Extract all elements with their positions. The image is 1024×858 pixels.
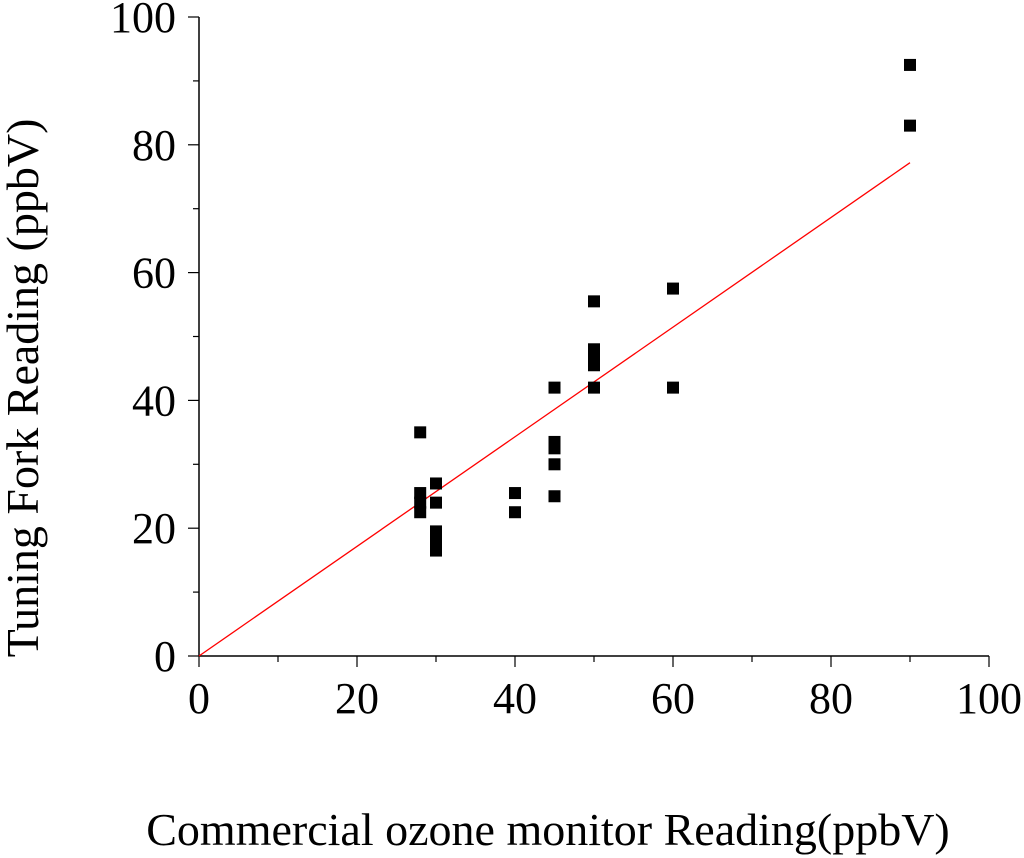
data-point: [430, 544, 442, 557]
fit-line-group: [198, 162, 911, 657]
data-point: [430, 525, 442, 538]
data-point: [588, 359, 600, 372]
y-tick-label: 0: [154, 632, 176, 681]
data-point: [667, 381, 679, 394]
data-point: [414, 426, 427, 439]
fit-line: [198, 162, 911, 657]
data-point: [414, 506, 427, 519]
y-tick-label: 80: [132, 121, 176, 170]
x-tick-label: 60: [651, 674, 695, 723]
data-point: [509, 487, 521, 500]
data-points: [414, 58, 916, 557]
y-tick-label: 40: [132, 376, 176, 425]
data-point: [414, 487, 427, 500]
y-tick-label: 60: [132, 249, 176, 298]
x-axis-title: Commercial ozone monitor Reading(ppbV): [146, 804, 950, 855]
data-point: [430, 496, 442, 509]
data-point: [414, 496, 427, 509]
data-point: [904, 58, 916, 71]
axes: 0 20 40 60 80 100 0 20 40 60 80 100: [110, 0, 1022, 723]
y-tick-label: 100: [110, 0, 176, 42]
x-tick-label: 20: [335, 674, 379, 723]
data-point: [430, 534, 442, 547]
data-point: [904, 119, 916, 132]
y-axis-title: Tuning Fork Reading (ppbV): [0, 119, 48, 658]
y-tick-label: 20: [132, 504, 176, 553]
data-point: [588, 295, 600, 308]
data-point: [548, 381, 561, 394]
data-point: [430, 477, 442, 490]
data-point: [548, 490, 561, 503]
data-point: [588, 343, 600, 356]
data-point: [548, 458, 561, 471]
x-tick-label: 40: [493, 674, 537, 723]
data-point: [667, 282, 679, 295]
x-tick-label: 0: [188, 674, 210, 723]
data-point: [509, 506, 521, 519]
x-tick-label: 80: [809, 674, 853, 723]
data-point: [548, 442, 561, 455]
data-point: [588, 381, 600, 394]
x-tick-label: 100: [956, 674, 1022, 723]
